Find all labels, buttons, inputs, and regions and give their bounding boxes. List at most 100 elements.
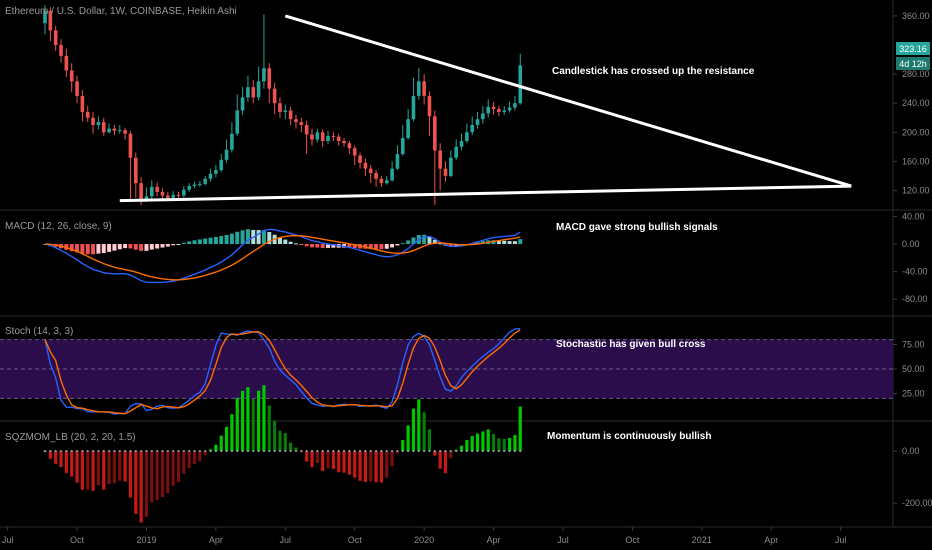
x-tick-label: 2021 bbox=[692, 535, 712, 545]
candle-body bbox=[235, 110, 240, 134]
candle-body bbox=[91, 117, 95, 125]
y-tick-label: 200.00 bbox=[902, 127, 930, 137]
macd-histogram-bar bbox=[192, 240, 197, 245]
macd-histogram-bar bbox=[80, 244, 85, 254]
stoch-title: Stoch (14, 3, 3) bbox=[5, 326, 73, 337]
momentum-bar bbox=[246, 387, 250, 452]
macd-histogram-bar bbox=[181, 242, 186, 245]
y-tick-label: 240.00 bbox=[902, 98, 930, 108]
momentum-bar bbox=[235, 397, 239, 452]
macd-histogram-bar bbox=[112, 244, 117, 251]
macd-histogram-bar bbox=[91, 244, 96, 255]
squeeze-dot bbox=[369, 449, 372, 453]
candle-body bbox=[304, 125, 309, 135]
candle-body bbox=[43, 10, 47, 24]
x-tick-label: 2020 bbox=[414, 535, 434, 545]
x-tick-label: Oct bbox=[70, 535, 85, 545]
squeeze-dot bbox=[225, 449, 228, 453]
momentum-bar bbox=[491, 433, 496, 452]
squeeze-dot bbox=[118, 449, 121, 453]
momentum-bar bbox=[230, 414, 234, 452]
x-tick-label: Jul bbox=[835, 535, 847, 545]
momentum-bar bbox=[96, 451, 100, 486]
candle-body bbox=[406, 119, 410, 139]
momentum-bar bbox=[449, 451, 453, 459]
candle-body bbox=[272, 88, 277, 104]
squeeze-dot bbox=[177, 449, 180, 453]
candle-body bbox=[203, 178, 207, 184]
momentum-bar bbox=[251, 399, 255, 452]
momentum-bar bbox=[411, 408, 416, 452]
squeeze-dot bbox=[380, 449, 383, 453]
macd-histogram-bar bbox=[427, 236, 432, 245]
macd-histogram-bar bbox=[128, 244, 133, 249]
momentum-bar bbox=[369, 451, 373, 482]
candle-body bbox=[320, 132, 325, 141]
annotation-price: Candlestick has crossed up the resistanc… bbox=[552, 66, 755, 77]
momentum-bar bbox=[374, 451, 378, 483]
squeeze-dot bbox=[91, 449, 95, 453]
squeeze-dot bbox=[385, 449, 388, 453]
macd-histogram-bar bbox=[304, 244, 309, 247]
macd-histogram-bar bbox=[432, 239, 437, 245]
momentum-bar bbox=[257, 390, 261, 452]
squeeze-dot bbox=[465, 449, 468, 453]
momentum-bar bbox=[342, 451, 346, 473]
squeeze-dot bbox=[140, 449, 143, 453]
price-panel bbox=[43, 5, 852, 205]
macd-title: MACD (12, 26, close, 9) bbox=[5, 221, 112, 232]
momentum-bar bbox=[144, 451, 149, 517]
candle-body bbox=[80, 95, 85, 112]
macd-histogram-bar bbox=[96, 244, 101, 254]
momentum-bar bbox=[187, 451, 191, 468]
candle-body bbox=[278, 103, 282, 112]
macd-histogram-bar bbox=[288, 241, 293, 245]
macd-histogram-bar bbox=[496, 240, 501, 245]
candle-body bbox=[491, 106, 496, 109]
squeeze-dot bbox=[508, 449, 511, 453]
momentum-bar bbox=[283, 433, 287, 452]
macd-histogram-bar bbox=[224, 234, 229, 245]
squeeze-dot bbox=[444, 449, 447, 453]
macd-histogram-bar bbox=[155, 244, 160, 249]
momentum-bar bbox=[507, 437, 512, 452]
macd-histogram-bar bbox=[283, 239, 288, 245]
macd-histogram-bar bbox=[117, 244, 122, 250]
macd-histogram-bar bbox=[277, 237, 282, 245]
squeeze-dot bbox=[252, 449, 255, 453]
candle-body bbox=[417, 81, 421, 96]
squeeze-dot bbox=[75, 449, 79, 453]
momentum-bar bbox=[80, 451, 84, 490]
candle-body bbox=[208, 173, 213, 179]
momentum-bar bbox=[171, 451, 175, 486]
x-tick-label: 2019 bbox=[136, 535, 156, 545]
stoch-d-line bbox=[44, 329, 521, 415]
y-axis-scales: 120.00 160.00 200.00 240.00 280.00 360.00 40.0… bbox=[893, 11, 932, 508]
candle-body bbox=[379, 178, 384, 184]
macd-histogram-bar bbox=[400, 243, 405, 245]
momentum-bar bbox=[315, 451, 319, 464]
candle-body bbox=[400, 138, 405, 155]
macd-histogram-bar bbox=[406, 240, 411, 245]
candle-body bbox=[224, 149, 229, 160]
candle-body bbox=[342, 141, 346, 144]
candle-body bbox=[518, 65, 523, 104]
momentum-bar bbox=[294, 447, 298, 452]
candle-body bbox=[240, 97, 245, 111]
macd-histogram-bar bbox=[256, 230, 261, 245]
squeeze-dot bbox=[321, 449, 324, 453]
macd-histogram-bar bbox=[379, 244, 384, 250]
momentum-bar bbox=[513, 435, 517, 452]
momentum-bar bbox=[289, 442, 293, 452]
squeeze-dot bbox=[449, 449, 452, 453]
momentum-bar bbox=[363, 451, 367, 482]
candle-body bbox=[374, 173, 378, 179]
momentum-bar bbox=[203, 451, 207, 455]
momentum-bar bbox=[385, 451, 389, 478]
momentum-bar bbox=[497, 438, 501, 452]
candle-body bbox=[69, 70, 74, 82]
macd-histogram-bar bbox=[69, 244, 74, 252]
squeeze-dot bbox=[289, 449, 292, 453]
squeeze-dot bbox=[455, 449, 458, 453]
